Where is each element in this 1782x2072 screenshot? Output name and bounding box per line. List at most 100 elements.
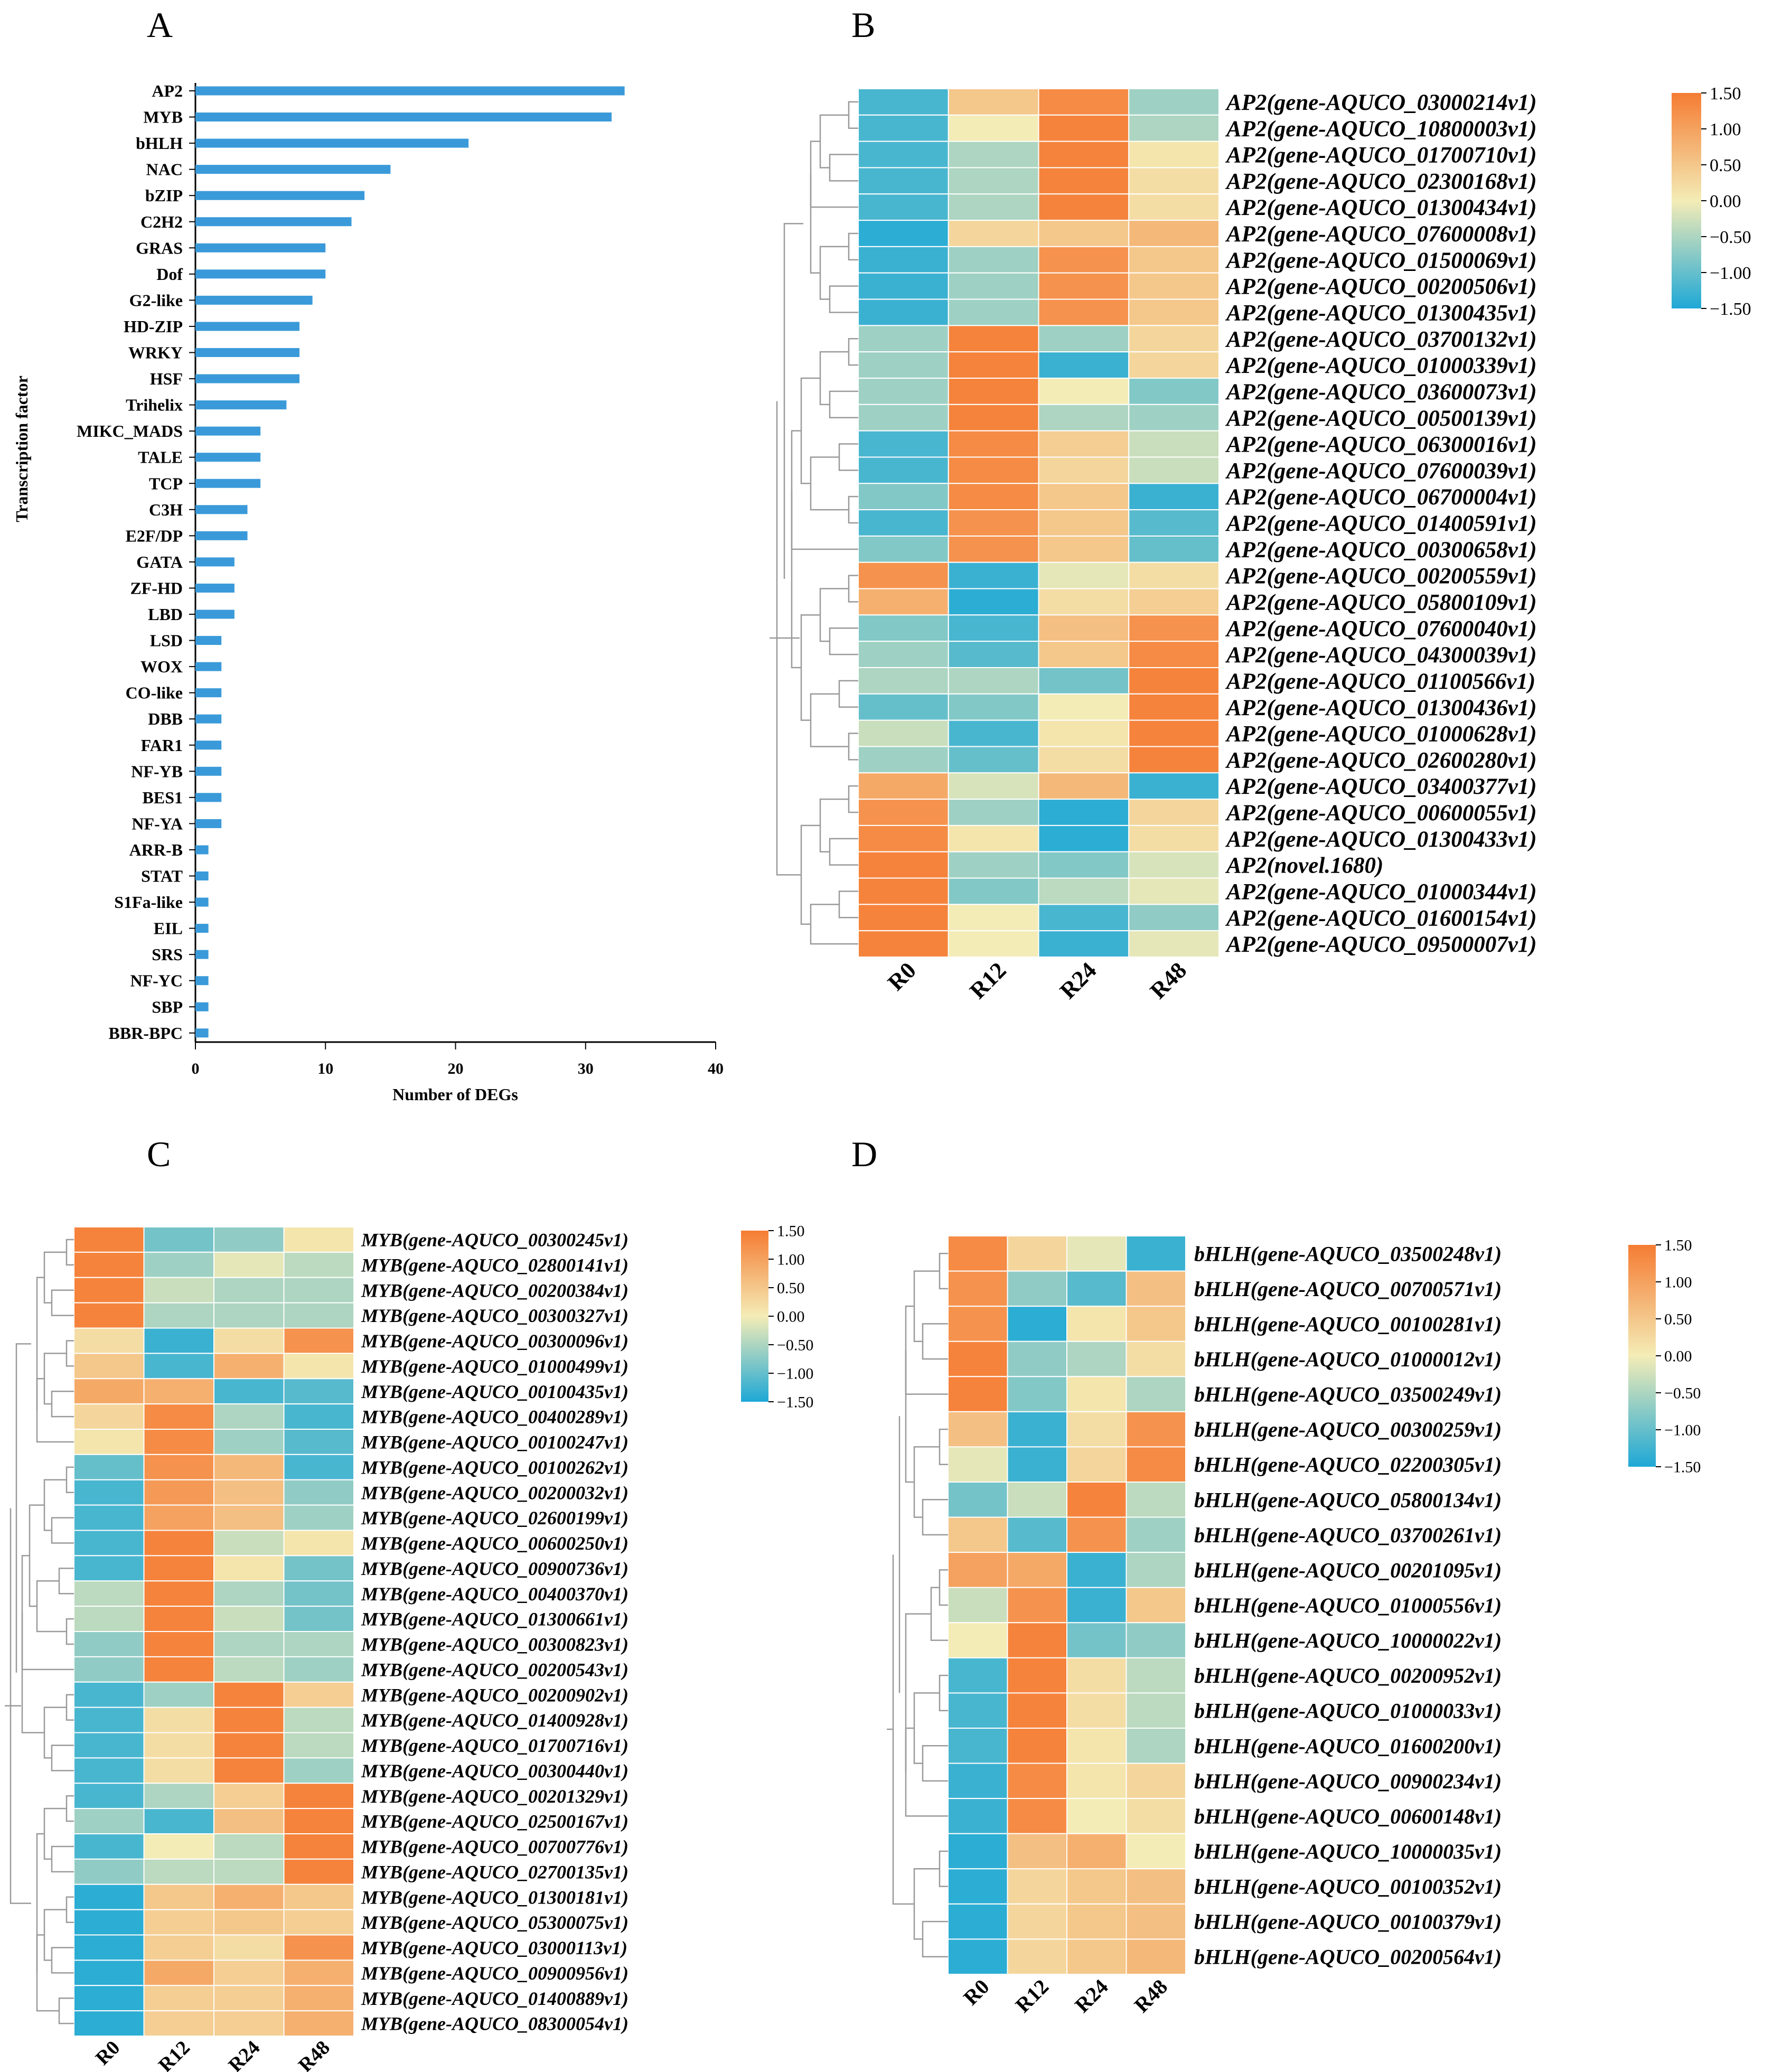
heatmap-cell xyxy=(73,1327,145,1354)
dendrogram-branch xyxy=(838,443,858,471)
heatmap-cell xyxy=(858,588,949,616)
heatmap-cell xyxy=(1128,404,1220,432)
heatmap-cell xyxy=(73,1606,145,1632)
heatmap-cell xyxy=(143,1783,214,1810)
heatmap-cell xyxy=(948,220,1039,247)
gene-label: AP2(gene-AQUCO_01400591v1) xyxy=(1225,511,1537,536)
gene-label: bHLH(gene-AQUCO_00100379v1) xyxy=(1194,1910,1502,1934)
dendrogram-branch xyxy=(36,1378,74,1443)
colorbar-tick-label: −1.00 xyxy=(1664,1422,1701,1439)
heatmap-cell xyxy=(143,1732,214,1759)
heatmap-cell xyxy=(213,2010,285,2037)
panel-label-a: A xyxy=(147,5,173,45)
heatmap-cell xyxy=(948,483,1039,511)
heatmap-cell xyxy=(1126,1446,1186,1483)
heatmap-cell xyxy=(1126,1482,1186,1518)
dendrogram-branch xyxy=(58,1568,74,1595)
heatmap-cell xyxy=(213,1858,285,1885)
dendrogram-branch xyxy=(36,1833,44,1973)
heatmap-cell xyxy=(73,1302,145,1329)
heatmap-cell xyxy=(1038,824,1130,852)
heatmap-myb: MYB(gene-AQUCO_00300245v1) MYB(gene-AQUCO… xyxy=(5,1223,813,2072)
heatmap-cell xyxy=(1128,641,1220,668)
heatmap-cell xyxy=(1126,1340,1186,1377)
colorbar: 1.50 1.00 0.50 0.00 −0.50 −1.00 −1.50 xyxy=(741,1223,813,1411)
gene-label: MYB(gene-AQUCO_01000499v1) xyxy=(361,1356,629,1377)
column-label: R12 xyxy=(1011,1975,1054,2018)
gene-label: MYB(gene-AQUCO_00100247v1) xyxy=(361,1432,629,1453)
heatmap-cell xyxy=(948,193,1039,221)
heatmap-cells xyxy=(73,1226,354,2037)
heatmap-cell xyxy=(73,1858,145,1885)
heatmap-cell xyxy=(283,1580,354,1607)
heatmap-cell xyxy=(73,1681,145,1708)
heatmap-cell xyxy=(143,1883,214,1910)
gene-label: AP2(gene-AQUCO_07600039v1) xyxy=(1225,458,1537,483)
heatmap-cell xyxy=(948,509,1039,537)
gene-labels: bHLH(gene-AQUCO_03500248v1) bHLH(gene-AQU… xyxy=(1194,1242,1502,1968)
colorbar-gradient xyxy=(1628,1245,1656,1467)
heatmap-cell xyxy=(858,667,949,695)
heatmap-cell xyxy=(1128,877,1220,905)
heatmap-cell xyxy=(948,1692,1008,1729)
dendrogram-branch xyxy=(819,114,849,168)
dendrogram-branch xyxy=(810,174,820,274)
heatmap-cell xyxy=(948,1482,1008,1518)
gene-label: bHLH(gene-AQUCO_03500248v1) xyxy=(1194,1242,1502,1265)
dendrogram-branch xyxy=(838,890,858,918)
heatmap-cell xyxy=(1066,1692,1127,1729)
gene-label: MYB(gene-AQUCO_01300181v1) xyxy=(361,1887,629,1908)
gene-label: MYB(gene-AQUCO_00300327v1) xyxy=(361,1305,629,1326)
heatmap-cell xyxy=(283,1479,354,1506)
bar-LBD xyxy=(195,610,235,619)
heatmap-cell xyxy=(948,1938,1008,1975)
dendrogram-branch xyxy=(43,1707,67,1759)
gene-label: AP2(gene-AQUCO_03000214v1) xyxy=(1225,90,1537,115)
heatmap-cell xyxy=(1128,588,1220,616)
category-label: LSD xyxy=(150,631,183,650)
heatmap-cell xyxy=(143,1808,214,1834)
bar-TCP xyxy=(195,479,261,488)
heatmap-cell xyxy=(1126,1657,1186,1694)
heatmap-cell xyxy=(858,298,949,326)
dendrogram-branch xyxy=(51,1390,74,1418)
heatmap-cell xyxy=(1126,1903,1186,1940)
dendrogram-branch xyxy=(922,1323,948,1360)
heatmap-cell xyxy=(73,1479,145,1506)
gene-label: AP2(gene-AQUCO_01000344v1) xyxy=(1225,880,1537,905)
heatmap-cell xyxy=(948,430,1039,458)
heatmap-cell xyxy=(73,1277,145,1304)
heatmap-cell xyxy=(1038,877,1130,905)
heatmap-cell xyxy=(283,1808,354,1834)
heatmap-cell xyxy=(858,114,949,142)
column-label: R24 xyxy=(1070,1975,1113,2018)
dendrogram-branch xyxy=(922,1499,948,1536)
heatmap-cell xyxy=(1038,930,1130,958)
dendrogram-branch xyxy=(10,1508,31,1904)
heatmap-cell xyxy=(948,1270,1008,1307)
heatmap-cell xyxy=(1038,509,1130,537)
column-label: R48 xyxy=(1145,957,1192,1004)
gene-label: MYB(gene-AQUCO_00200543v1) xyxy=(361,1659,629,1680)
bar-bZIP xyxy=(195,191,365,200)
heatmap-cell xyxy=(1066,1938,1127,1975)
bar-EIL xyxy=(195,924,209,933)
dendrogram-branch xyxy=(829,390,858,418)
colorbar: 1.50 1.00 0.50 0.00 −0.50 −1.00 −1.50 xyxy=(1628,1237,1701,1476)
category-label: MYB xyxy=(143,108,183,127)
heatmap-cell xyxy=(73,1934,145,1961)
heatmap-cell xyxy=(948,535,1039,563)
gene-label: AP2(novel.1680) xyxy=(1225,854,1383,878)
heatmap-cell xyxy=(948,88,1039,116)
colorbar-tick-label: −1.50 xyxy=(1664,1459,1701,1476)
gene-label: AP2(gene-AQUCO_01600154v1) xyxy=(1225,906,1537,931)
gene-label: bHLH(gene-AQUCO_00900234v1) xyxy=(1194,1769,1502,1793)
x-tick-label: 40 xyxy=(708,1060,724,1077)
heatmap-cell xyxy=(1128,88,1220,116)
heatmap-cell xyxy=(1128,351,1220,379)
heatmap-cell xyxy=(858,799,949,826)
colorbar-tick-label: −0.50 xyxy=(777,1337,813,1354)
heatmap-cell xyxy=(283,1783,354,1810)
dendrogram-branch xyxy=(51,1947,74,1974)
heatmap-cell xyxy=(1038,167,1130,195)
